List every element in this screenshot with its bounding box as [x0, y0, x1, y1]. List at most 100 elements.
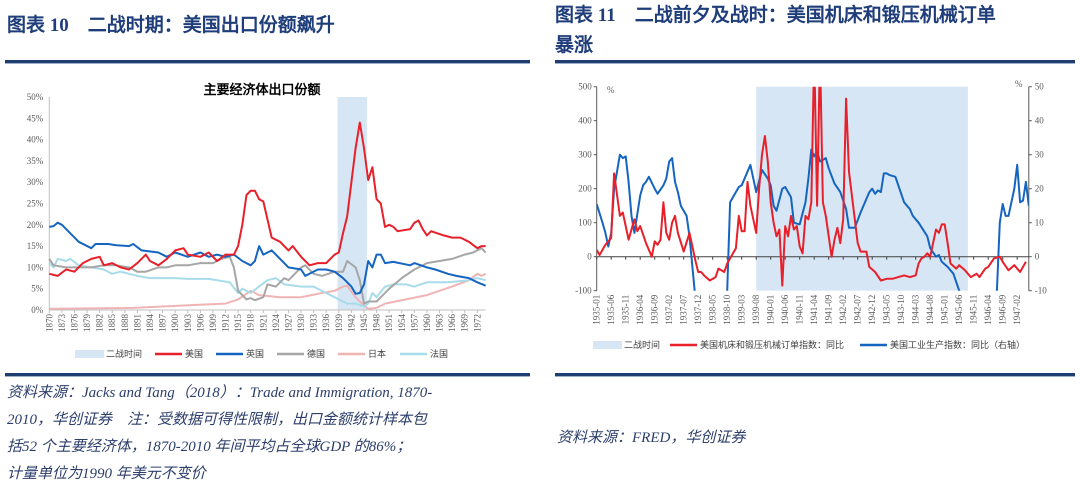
left-y-tick-label: 200: [578, 184, 592, 194]
legend-label: 德国: [307, 348, 325, 360]
x-tick-label: 1945-06: [954, 294, 964, 324]
right-top-rule: [555, 60, 1075, 64]
y-tick-label: 40%: [27, 135, 44, 145]
legend-label: 美国机床和锻压机械订单指数：同比: [700, 339, 844, 351]
legend-label: 英国: [246, 348, 264, 360]
series-line-法国: [48, 257, 486, 308]
left-y-tick-label: 0: [587, 252, 592, 262]
x-tick-label: 1885: [107, 314, 117, 333]
y-tick-label: 5%: [31, 284, 44, 294]
y-tick-label: 10%: [27, 262, 44, 272]
x-tick-label: 1915: [233, 314, 243, 333]
y-tick-label: 25%: [27, 199, 44, 209]
x-tick-label: 1941-04: [809, 294, 819, 324]
x-tick-label: 1937-12: [693, 295, 703, 325]
x-tick-label: 1935-11: [621, 295, 631, 325]
legend-label: 日本: [368, 348, 386, 360]
legend-label: 美国工业生产指数：同比（右轴）: [890, 339, 1025, 351]
right-bottom-rule: [555, 373, 1075, 377]
x-tick-label: 1888: [120, 314, 130, 333]
series-line-美国: [49, 121, 486, 277]
x-tick-label: 1876: [69, 314, 79, 333]
x-tick-label: 1944-08: [925, 294, 935, 324]
legend-label: 二战时间: [106, 348, 142, 360]
x-tick-label: 1945-11: [969, 295, 979, 325]
source-line: 括52 个主要经济体，1870-2010 年间平均占全球GDP 的86%；: [7, 439, 412, 455]
x-tick-label: 1947-02: [1012, 295, 1022, 325]
x-tick-label: 1940-01: [766, 295, 776, 325]
left-y-tick-label: 300: [578, 150, 592, 160]
right-y-tick-label: 0: [1035, 252, 1040, 262]
series-line-德国: [48, 247, 487, 305]
chart-title: 主要经济体出口份额: [203, 82, 320, 98]
source-line: 2010，华创证券 注：受数据可得性限制，出口金额统计样本包: [7, 412, 428, 428]
y-tick-label: 30%: [27, 177, 44, 187]
x-tick-label: 1941-09: [824, 294, 834, 324]
source-line: 计量单位为1990 年美元不变价: [7, 466, 206, 482]
right-y-tick-label: -10: [1035, 286, 1047, 296]
right-y-tick-label: 40: [1035, 116, 1045, 126]
x-tick-label: 1906: [195, 314, 205, 333]
left-bottom-rule: [5, 373, 530, 377]
x-tick-label: 1870: [44, 314, 54, 333]
y-tick-label: 20%: [27, 220, 44, 230]
x-tick-label: 1937-07: [679, 294, 689, 324]
x-tick-label: 1957: [409, 314, 419, 333]
x-tick-label: 1946-09: [998, 294, 1008, 324]
x-tick-label: 1936: [321, 314, 331, 333]
x-tick-label: 1939-08: [751, 294, 761, 324]
x-tick-label: 1891: [132, 314, 142, 332]
legend-label: 法国: [430, 348, 448, 360]
x-tick-label: 1954: [397, 314, 407, 333]
left-chart: 主要经济体出口份额 0% 5% 10% 15% 20% 25% 30% 35% 40% 45% 50%…: [27, 82, 487, 360]
x-tick-label: 1918: [246, 314, 256, 333]
x-tick-label: 1936-09: [650, 294, 660, 324]
x-tick-label: 1927: [283, 314, 293, 333]
source-line: 资料来源：Jacks and Tang（2018）：Trade and Immi…: [7, 385, 433, 401]
x-tick-label: 1879: [82, 314, 92, 333]
x-tick-label: 1936-04: [635, 294, 645, 324]
series-line-英国: [49, 221, 487, 295]
x-tick-label: 1960: [422, 314, 432, 333]
left-unit-label: %: [607, 85, 615, 95]
legend-swatch-ww2: [75, 350, 104, 358]
series-line-美国机床和锻压机械订单指数：同比: [596, 86, 1027, 287]
y-tick-label: 50%: [27, 92, 44, 102]
x-tick-label: 1912: [221, 314, 231, 332]
x-tick-label: 1903: [183, 314, 193, 333]
x-tick-label: 1909: [208, 314, 218, 333]
series-line-日本: [49, 272, 487, 310]
x-tick-label: 1939-03: [737, 294, 747, 324]
x-tick-label: 1900: [170, 314, 180, 333]
left-y-tick-label: 100: [578, 218, 592, 228]
x-tick-label: 1945: [359, 314, 369, 333]
x-tick-label: 1897: [158, 314, 168, 333]
x-tick-label: 1930: [296, 314, 306, 333]
x-tick-label: 1940-11: [795, 295, 805, 325]
right-y-tick-label: 50: [1035, 82, 1045, 92]
x-tick-label: 1942-07: [853, 294, 863, 324]
left-y-tick-label: 400: [578, 116, 592, 126]
x-tick-label: 1924: [271, 314, 281, 333]
x-tick-label: 1939: [334, 314, 344, 333]
x-tick-label: 1937-02: [664, 295, 674, 325]
x-tick-label: 1951: [384, 314, 394, 332]
x-tick-label: 1935-01: [592, 295, 602, 325]
x-tick-label: 1943-10: [896, 294, 906, 324]
left-top-rule: [5, 60, 530, 64]
series-line-美国工业生产指数：同比（右轴）: [596, 148, 1029, 291]
x-tick-label: 1966: [447, 314, 457, 333]
x-tick-label: 1942: [346, 314, 356, 332]
x-tick-label: 1894: [145, 314, 155, 333]
ww2-shaded-period: [756, 86, 968, 291]
left-figure-title: 图表 10 二战时期：美国出口份额飙升: [7, 15, 335, 36]
left-y-tick-label: -100: [575, 286, 592, 296]
right-y-tick-label: 20: [1035, 184, 1045, 194]
legend-label: 美国: [185, 348, 203, 360]
x-tick-label: 1933: [309, 314, 319, 333]
x-tick-label: 1940-06: [780, 294, 790, 324]
x-tick-label: 1873: [57, 314, 67, 333]
x-tick-label: 1969: [460, 314, 470, 333]
y-tick-label: 15%: [27, 241, 44, 251]
x-tick-label: 1945-01: [940, 295, 950, 325]
